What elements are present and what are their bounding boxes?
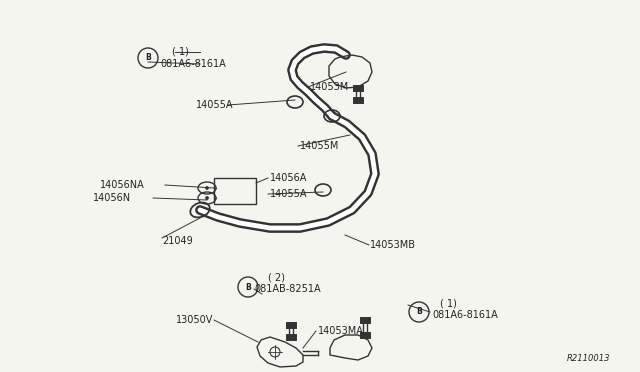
Text: 081A6-8161A: 081A6-8161A: [432, 310, 498, 320]
Ellipse shape: [205, 186, 209, 189]
Text: B: B: [416, 308, 422, 317]
Text: R2110013: R2110013: [566, 354, 610, 363]
Text: 14055A: 14055A: [196, 100, 234, 110]
Text: 14053MB: 14053MB: [370, 240, 416, 250]
Text: B: B: [245, 282, 251, 292]
Text: 081AB-8251A: 081AB-8251A: [254, 284, 321, 294]
Text: 14055A: 14055A: [270, 189, 307, 199]
Text: ( 1): ( 1): [440, 298, 457, 308]
Text: 14055M: 14055M: [300, 141, 339, 151]
Text: 14053M: 14053M: [310, 82, 349, 92]
Text: 14053MA: 14053MA: [318, 326, 364, 336]
Ellipse shape: [205, 196, 209, 199]
Text: 14056A: 14056A: [270, 173, 307, 183]
Text: 081A6-8161A: 081A6-8161A: [160, 59, 226, 69]
Text: 14056NA: 14056NA: [100, 180, 145, 190]
Text: ( 1): ( 1): [172, 47, 189, 57]
Text: B: B: [145, 54, 151, 62]
Bar: [214, 178, 256, 204]
Text: 13050V: 13050V: [175, 315, 213, 325]
Text: ( 2): ( 2): [268, 272, 285, 282]
Text: 14056N: 14056N: [93, 193, 131, 203]
Text: 21049: 21049: [162, 236, 193, 246]
